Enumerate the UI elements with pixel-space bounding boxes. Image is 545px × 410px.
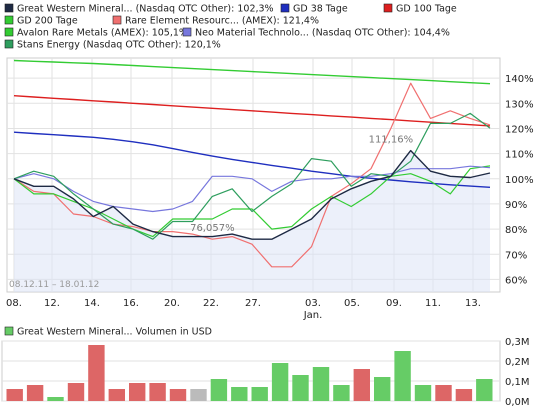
volume-bar (67, 383, 85, 401)
primary-area (14, 150, 490, 292)
legend-label: Neo Material Technolo... (Nasdaq OTC Oth… (195, 28, 450, 39)
main-y-ticks: 60% 70% 80% 90% 100% 110% 120% 130% 140% (505, 74, 534, 286)
x-tick-label: 16. (123, 298, 139, 309)
x-tick-label: 05. (344, 298, 360, 309)
x-tick-label: 22. (203, 298, 219, 309)
legend-label: Avalon Rare Metals (AMEX): 105,1% (17, 28, 188, 39)
legend-swatch (4, 27, 14, 37)
volume-y-tick-label: 0,3M (505, 337, 530, 348)
volume-bar (190, 389, 207, 401)
x-tick-label: 14. (84, 298, 100, 309)
volume-bar (292, 375, 309, 401)
series-line-7 (13, 112, 491, 240)
volume-bar (108, 389, 125, 401)
volume-bar (231, 387, 248, 401)
series-line-0 (13, 149, 491, 240)
volume-bar (455, 389, 473, 401)
volume-bar (129, 383, 146, 401)
y-tick-label: 130% (505, 99, 534, 110)
legend-swatch (112, 15, 122, 25)
volume-y-tick-label: 0,2M (505, 357, 530, 368)
volume-bar (394, 351, 411, 401)
x-tick-label: 12. (44, 298, 60, 309)
x-tick-label: 03. (305, 298, 321, 309)
volume-bar (169, 389, 187, 401)
legend-label: GD 100 Tage (396, 4, 457, 15)
volume-bar (312, 367, 330, 401)
annotation-label: 76,057% (190, 223, 235, 234)
volume-legend-swatch (4, 326, 14, 336)
volume-bars (6, 345, 493, 401)
x-tick-label: 27. (245, 298, 261, 309)
volume-bar (26, 385, 44, 401)
y-tick-label: 110% (505, 150, 534, 161)
legend-swatch (383, 3, 393, 13)
main-lines (13, 59, 491, 268)
volume-bar (414, 385, 432, 401)
series-line-2 (13, 95, 491, 127)
legend-label: Great Western Mineral... (Nasdaq OTC Oth… (17, 4, 274, 15)
main-x-ticks: 08. 12. 14. 16. 20. 22. 27. 03. 05. 09. 11. 13. Jan. (6, 298, 481, 321)
annotation-label: 111,16% (369, 135, 414, 146)
volume-bar (353, 369, 370, 401)
volume-bar (210, 379, 228, 401)
x-tick-label: 13. (465, 298, 481, 309)
y-tick-label: 90% (505, 200, 527, 211)
volume-bar (47, 397, 64, 401)
x-tick-label: 09. (386, 298, 402, 309)
legend-swatch (182, 27, 192, 37)
volume-bar (333, 385, 350, 401)
legend-top: Great Western Mineral... (Nasdaq OTC Oth… (4, 3, 457, 51)
volume-y-ticks: 0,0M 0,1M 0,2M 0,3M (505, 337, 530, 408)
x-sub-label: Jan. (303, 310, 323, 321)
main-area-fill (14, 150, 490, 292)
legend-swatch (4, 15, 14, 25)
volume-bar (476, 379, 493, 401)
x-tick-label: 11. (425, 298, 441, 309)
legend-label: Stans Energy (Nasdaq OTC Other): 120,1% (17, 40, 221, 51)
legend-swatch (4, 3, 14, 13)
x-tick-label: 20. (164, 298, 180, 309)
date-range-label: 08.12.11 – 18.01.12 (9, 280, 99, 290)
legend-swatch (280, 3, 290, 13)
volume-legend-label: Great Western Mineral... Volumen in USD (17, 327, 212, 338)
y-tick-label: 70% (505, 250, 527, 261)
legend-label: GD 38 Tage (293, 4, 348, 15)
annotations: 111,16% 76,057% (190, 135, 413, 234)
volume-bar (88, 345, 105, 401)
volume-bar (251, 387, 268, 401)
y-tick-label: 60% (505, 275, 527, 286)
volume-y-tick-label: 0,1M (505, 377, 530, 388)
series-line-6 (13, 165, 491, 213)
y-tick-label: 100% (505, 175, 534, 186)
volume-y-tick-label: 0,0M (505, 397, 530, 408)
legend-swatch (4, 39, 14, 49)
y-tick-label: 140% (505, 74, 534, 85)
y-tick-label: 120% (505, 124, 534, 135)
volume-bar (149, 383, 166, 401)
x-tick-label: 08. (6, 298, 22, 309)
volume-legend: Great Western Mineral... Volumen in USD (4, 326, 212, 338)
series-line-1 (13, 131, 491, 188)
y-tick-label: 80% (505, 225, 527, 236)
legend-label: Rare Element Resourc... (AMEX): 121,4% (125, 16, 319, 27)
volume-bar (374, 377, 391, 401)
series-line-3 (13, 59, 491, 85)
volume-bar (6, 389, 23, 401)
legend-label: GD 200 Tage (17, 16, 78, 27)
volume-bar (271, 363, 289, 401)
volume-bar (435, 385, 452, 401)
